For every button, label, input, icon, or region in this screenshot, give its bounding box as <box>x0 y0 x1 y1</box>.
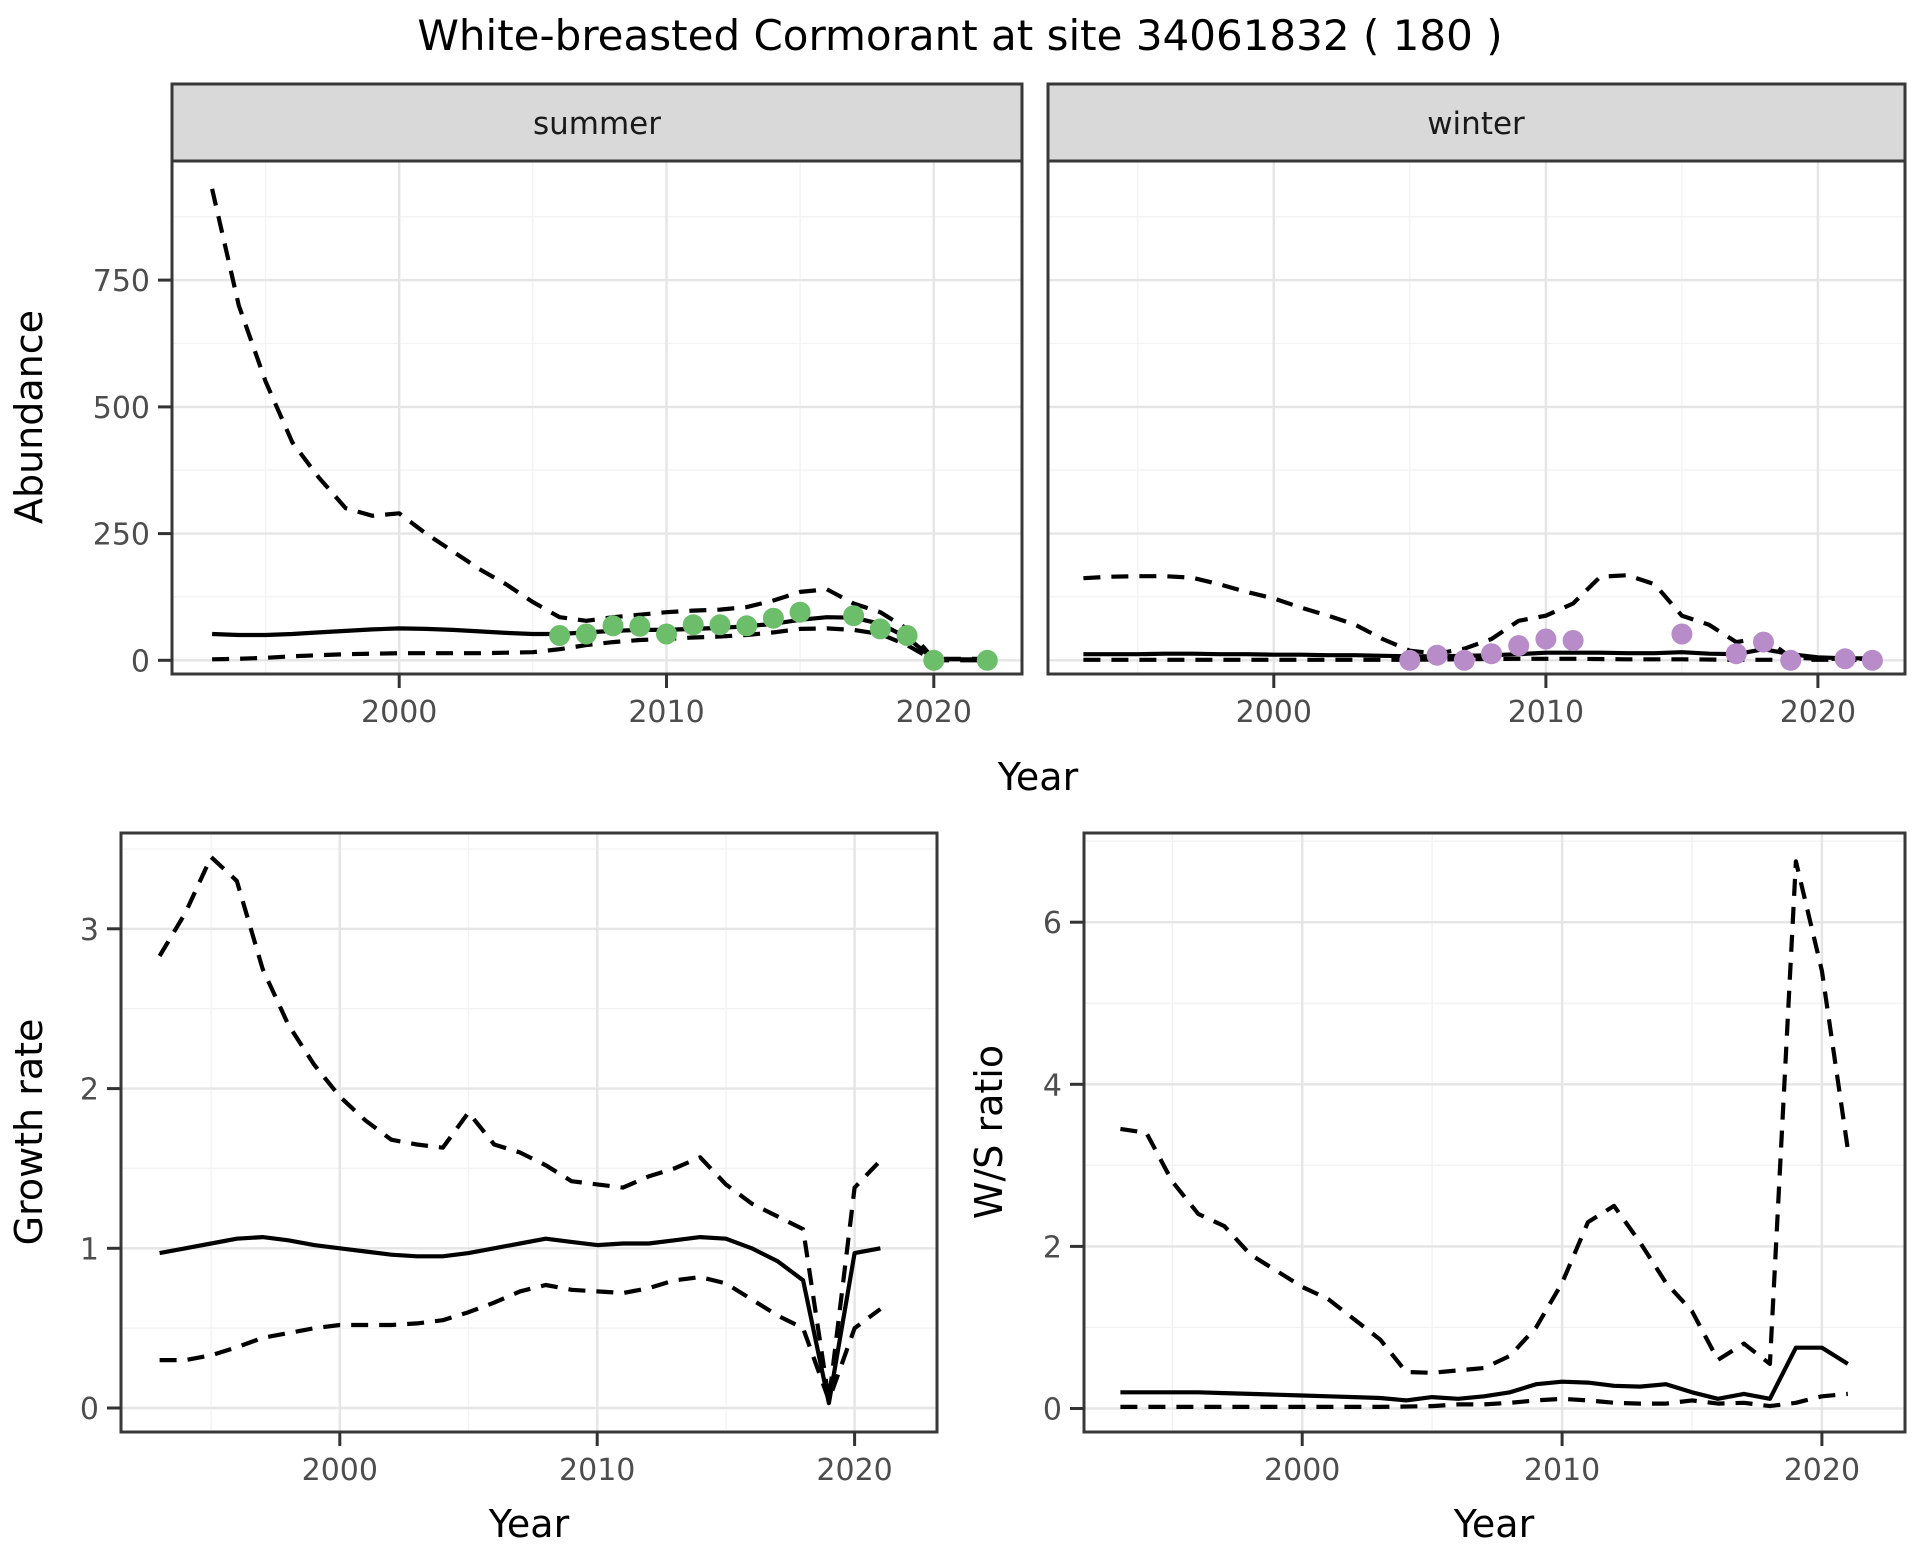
y-axis-title-ws-ratio: W/S ratio <box>967 1045 1011 1219</box>
observed-count-point <box>1671 623 1693 645</box>
observed-count-point <box>1426 644 1448 666</box>
lower-confidence-line <box>159 1275 882 1403</box>
y-tick-label: 3 <box>80 913 99 948</box>
series-group <box>1120 859 1850 1409</box>
observed-count-point <box>656 623 677 645</box>
observed-count-point <box>896 625 918 646</box>
y-tick-label: 500 <box>93 391 150 426</box>
series-group <box>210 188 998 671</box>
panel-abundance-winter: 2000 2010 2020 <box>1046 159 1907 730</box>
y-tick-label: 0 <box>80 1392 99 1427</box>
upper-confidence-line <box>1083 573 1873 661</box>
facet-strip-winter: winter <box>1046 82 1907 163</box>
facet-strip-summer: summer <box>170 82 1024 163</box>
x-tick-label: 2020 <box>1780 695 1856 730</box>
observed-count-point <box>1508 635 1530 657</box>
observed-count-point <box>762 607 784 629</box>
y-tick-label: 250 <box>93 518 150 553</box>
x-tick-label: 2000 <box>302 1453 378 1488</box>
x-tick-label: 2000 <box>361 695 437 730</box>
y-axis-title-abundance: Abundance <box>7 310 51 524</box>
panel-ws-ratio: 2000 2010 2020 0 2 4 6 <box>1043 831 1907 1488</box>
x-tick-label: 2020 <box>896 695 972 730</box>
observed-count-point <box>1399 649 1421 671</box>
facet-label-summer: summer <box>533 106 661 142</box>
x-tick-label: 2010 <box>559 1453 635 1488</box>
x-axis-title-year-top: Year <box>997 755 1079 799</box>
y-tick-label: 4 <box>1043 1068 1062 1103</box>
plot-title: White-breasted Cormorant at site 3406183… <box>417 11 1502 60</box>
observed-count-point <box>1535 628 1557 650</box>
x-tick-label: 2010 <box>1508 695 1584 730</box>
observed-count-point <box>1834 648 1856 670</box>
median-line <box>159 1235 881 1406</box>
series-group <box>1083 573 1883 671</box>
panel-border <box>1046 159 1907 676</box>
observed-count-point <box>629 615 651 637</box>
observed-count-point <box>976 649 998 671</box>
upper-confidence-line <box>210 188 988 661</box>
observed-count-point <box>736 615 758 637</box>
x-axis-title-year-growth: Year <box>488 1502 570 1546</box>
facet-strip-summer-box <box>170 82 1024 163</box>
y-tick-label: 2 <box>80 1073 99 1108</box>
panel-background <box>121 833 937 1432</box>
panel-background <box>1084 833 1905 1432</box>
x-tick-label: 2020 <box>816 1453 892 1488</box>
upper-confidence-line <box>1120 859 1850 1375</box>
upper-confidence-line <box>157 854 882 1403</box>
observed-count-point <box>789 601 811 623</box>
observed-count-point <box>575 623 597 645</box>
panel-background <box>1048 161 1905 674</box>
observed-count-point <box>1453 649 1475 671</box>
observed-count-point <box>1725 643 1747 665</box>
observed-count-point <box>869 618 891 640</box>
panel-abundance-summer: 2000 2010 2020 0 250 500 750 <box>93 159 1024 730</box>
observed-count-point <box>1481 643 1502 665</box>
x-tick-label: 2020 <box>1784 1453 1860 1488</box>
observed-count-point <box>709 614 731 636</box>
y-tick-label: 750 <box>93 264 150 299</box>
y-tick-label: 1 <box>80 1232 99 1267</box>
panel-border <box>170 159 1024 676</box>
median-line <box>1120 1345 1849 1403</box>
observed-count-point <box>1753 631 1774 653</box>
x-tick-label: 2000 <box>1264 1453 1340 1488</box>
facet-strip-winter-box <box>1046 82 1907 163</box>
observed-count-point <box>602 615 624 637</box>
facet-label-winter: winter <box>1427 106 1525 142</box>
x-tick-label: 2000 <box>1236 695 1312 730</box>
lower-confidence-line <box>212 626 988 663</box>
y-tick-label: 0 <box>131 644 150 679</box>
panel-growth-rate: 2000 2010 2020 0 1 2 3 <box>80 831 939 1488</box>
panel-border <box>1082 831 1907 1434</box>
x-axis-title-year-ws: Year <box>1453 1502 1535 1546</box>
observed-count-point <box>843 605 865 627</box>
observed-count-point <box>1562 630 1584 651</box>
panel-border <box>119 831 939 1434</box>
panel-background <box>172 161 1022 674</box>
observed-count-point <box>1780 649 1802 671</box>
x-tick-label: 2010 <box>628 695 704 730</box>
observed-count-point <box>923 649 945 671</box>
observed-count-point <box>549 625 571 646</box>
y-axis-title-growth-rate: Growth rate <box>7 1019 51 1246</box>
series-group <box>157 854 882 1406</box>
observed-count-point <box>682 614 704 636</box>
x-tick-label: 2010 <box>1524 1453 1600 1488</box>
observed-count-point <box>1861 649 1883 671</box>
y-tick-label: 0 <box>1043 1393 1062 1428</box>
y-tick-label: 6 <box>1043 906 1062 941</box>
y-tick-label: 2 <box>1043 1230 1062 1265</box>
